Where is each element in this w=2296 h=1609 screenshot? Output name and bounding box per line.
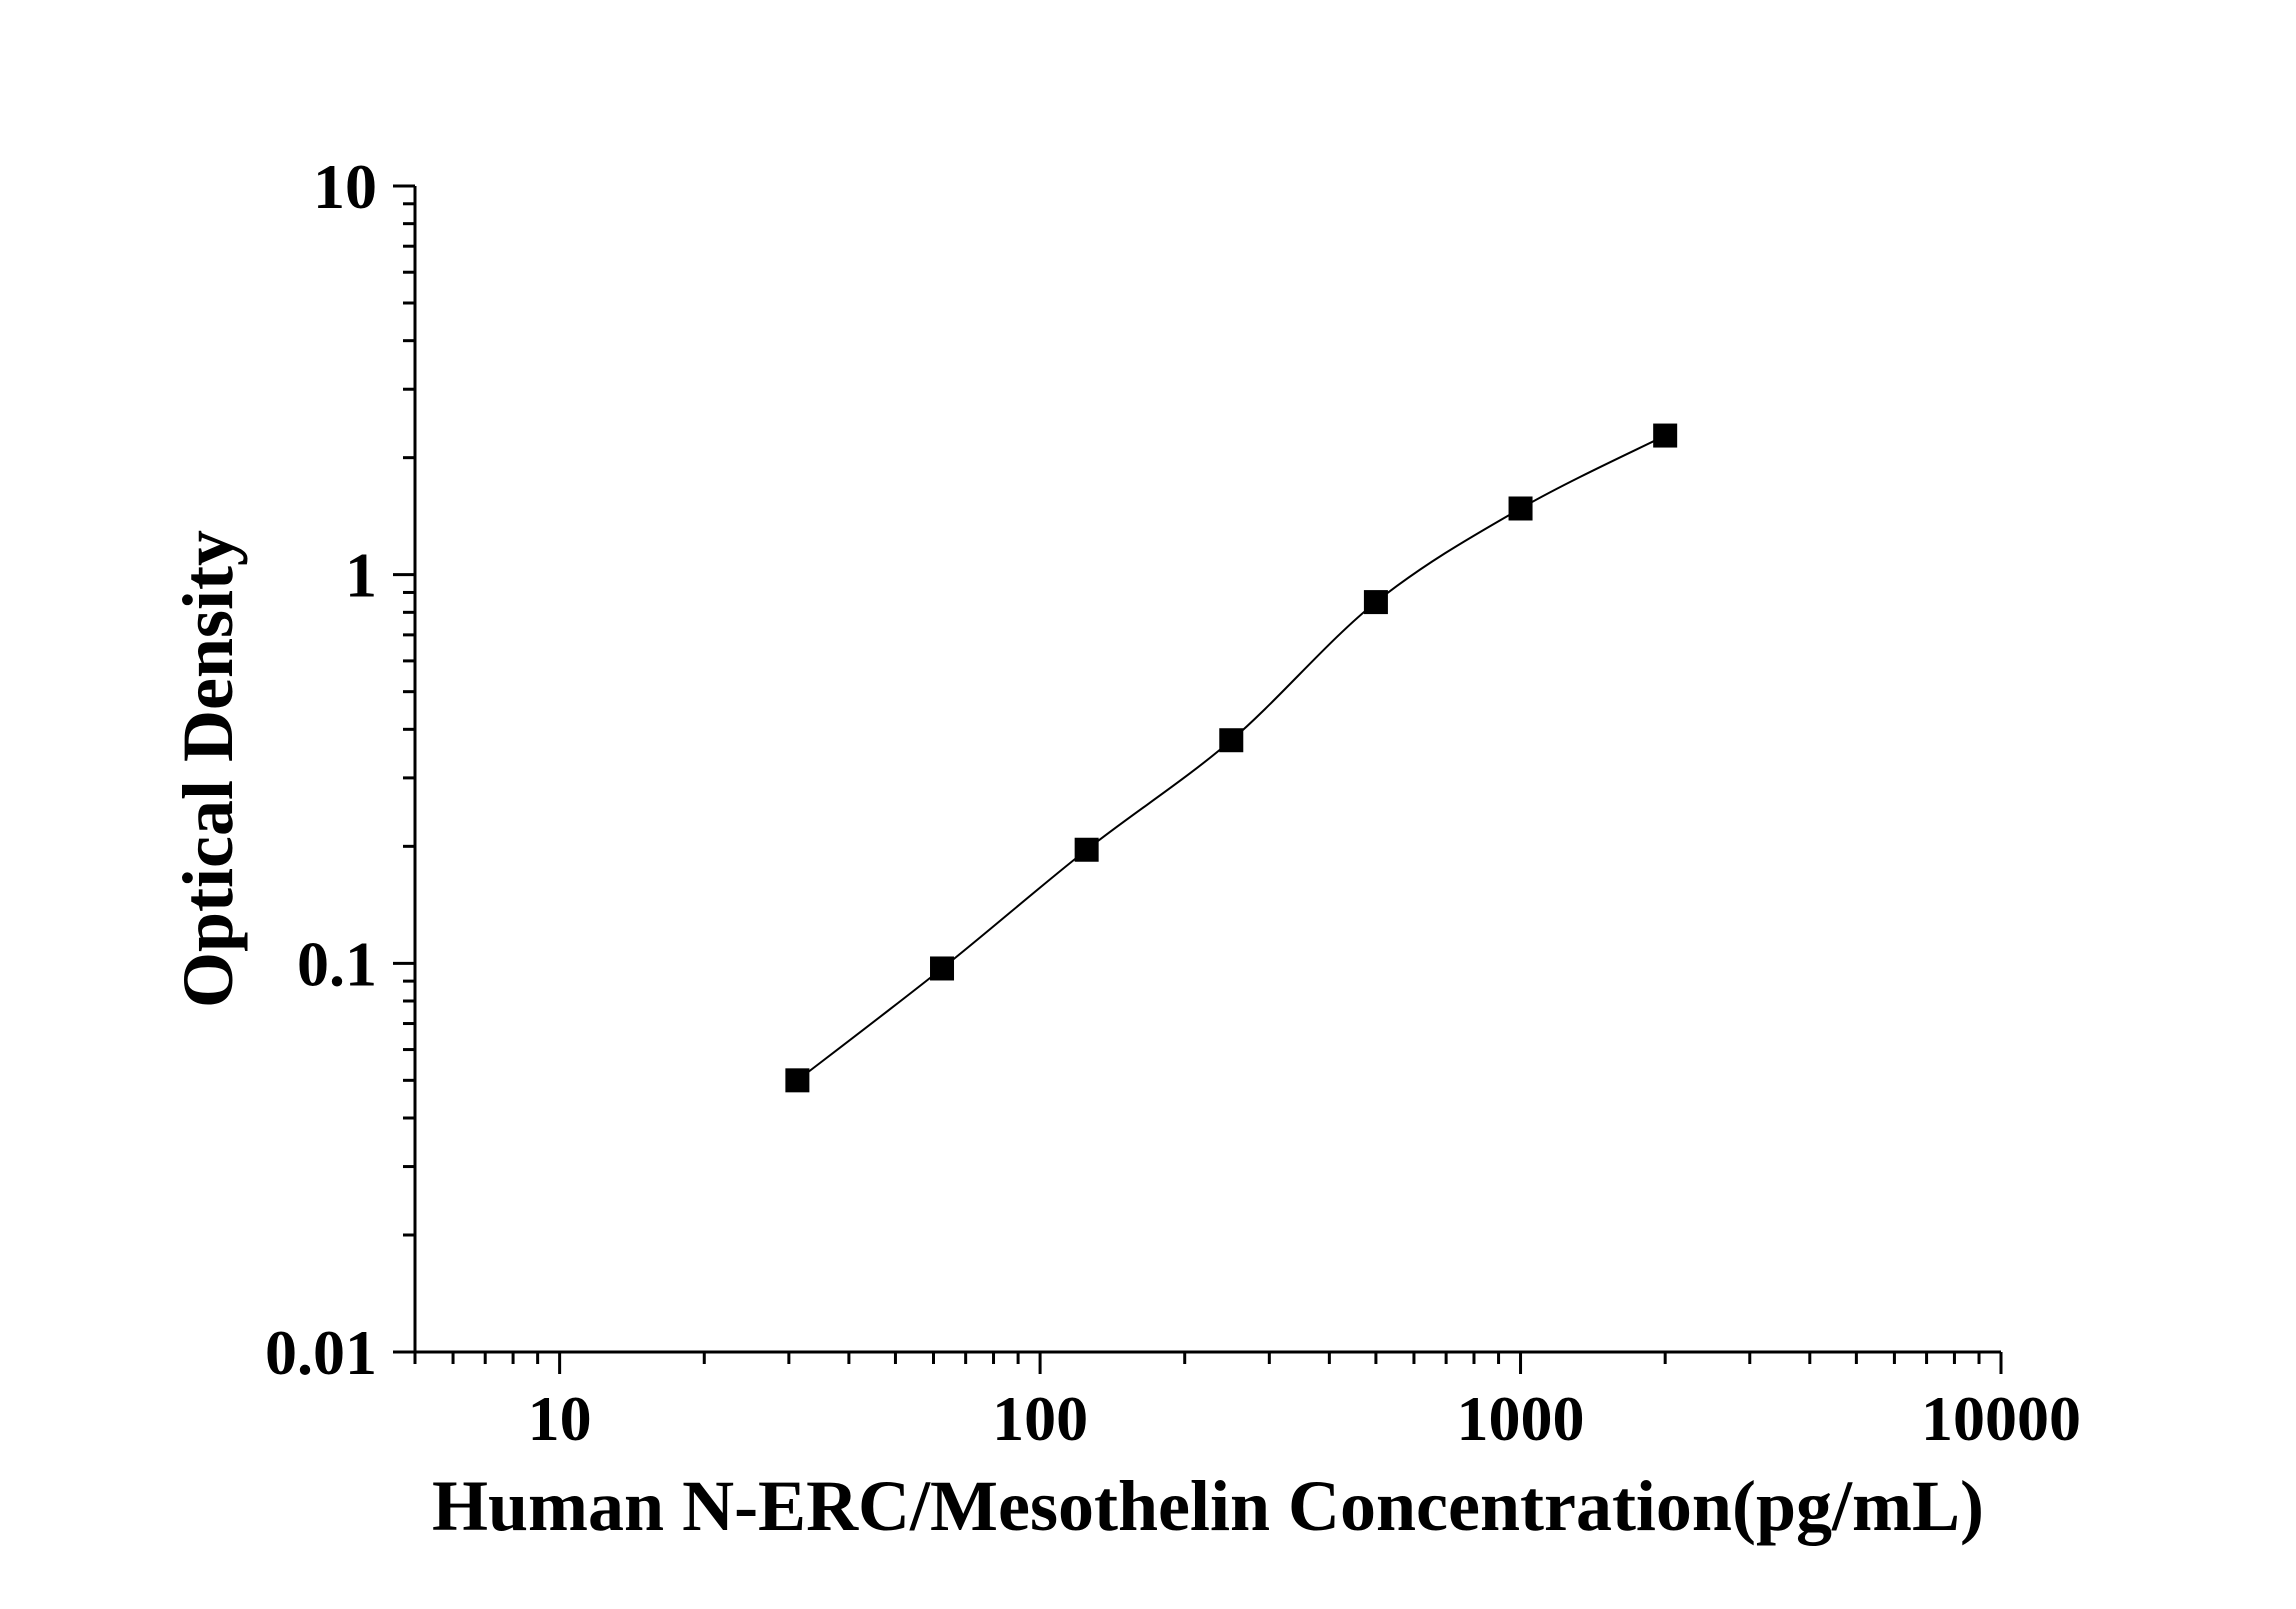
data-point bbox=[1653, 423, 1678, 448]
axes bbox=[413, 186, 2001, 1354]
x-tick-label: 100 bbox=[992, 1383, 1088, 1454]
fitted-curve bbox=[796, 434, 1666, 1082]
x-axis-title: Human N-ERC/Mesothelin Concentration(pg/… bbox=[432, 1466, 1984, 1546]
data-point bbox=[1074, 837, 1099, 862]
y-tick-label: 10 bbox=[313, 151, 377, 222]
data-points bbox=[785, 423, 1678, 1093]
tick-labels: 10 100 1000 10000 0.01 0.1 1 10 bbox=[265, 151, 2081, 1454]
data-point bbox=[785, 1068, 810, 1093]
data-point bbox=[1508, 496, 1533, 521]
axis-ticks bbox=[393, 184, 2003, 1374]
x-tick-label: 10 bbox=[528, 1383, 592, 1454]
curve-line bbox=[796, 434, 1666, 1082]
y-tick-label: 1 bbox=[345, 540, 377, 611]
y-axis-title: Optical Density bbox=[168, 530, 248, 1008]
data-point bbox=[1219, 728, 1244, 753]
y-tick-label: 0.1 bbox=[297, 928, 377, 999]
y-tick-label: 0.01 bbox=[265, 1317, 377, 1388]
data-point bbox=[930, 956, 955, 981]
data-point bbox=[1363, 590, 1388, 615]
x-tick-label: 10000 bbox=[1921, 1383, 2081, 1454]
x-tick-label: 1000 bbox=[1457, 1383, 1585, 1454]
